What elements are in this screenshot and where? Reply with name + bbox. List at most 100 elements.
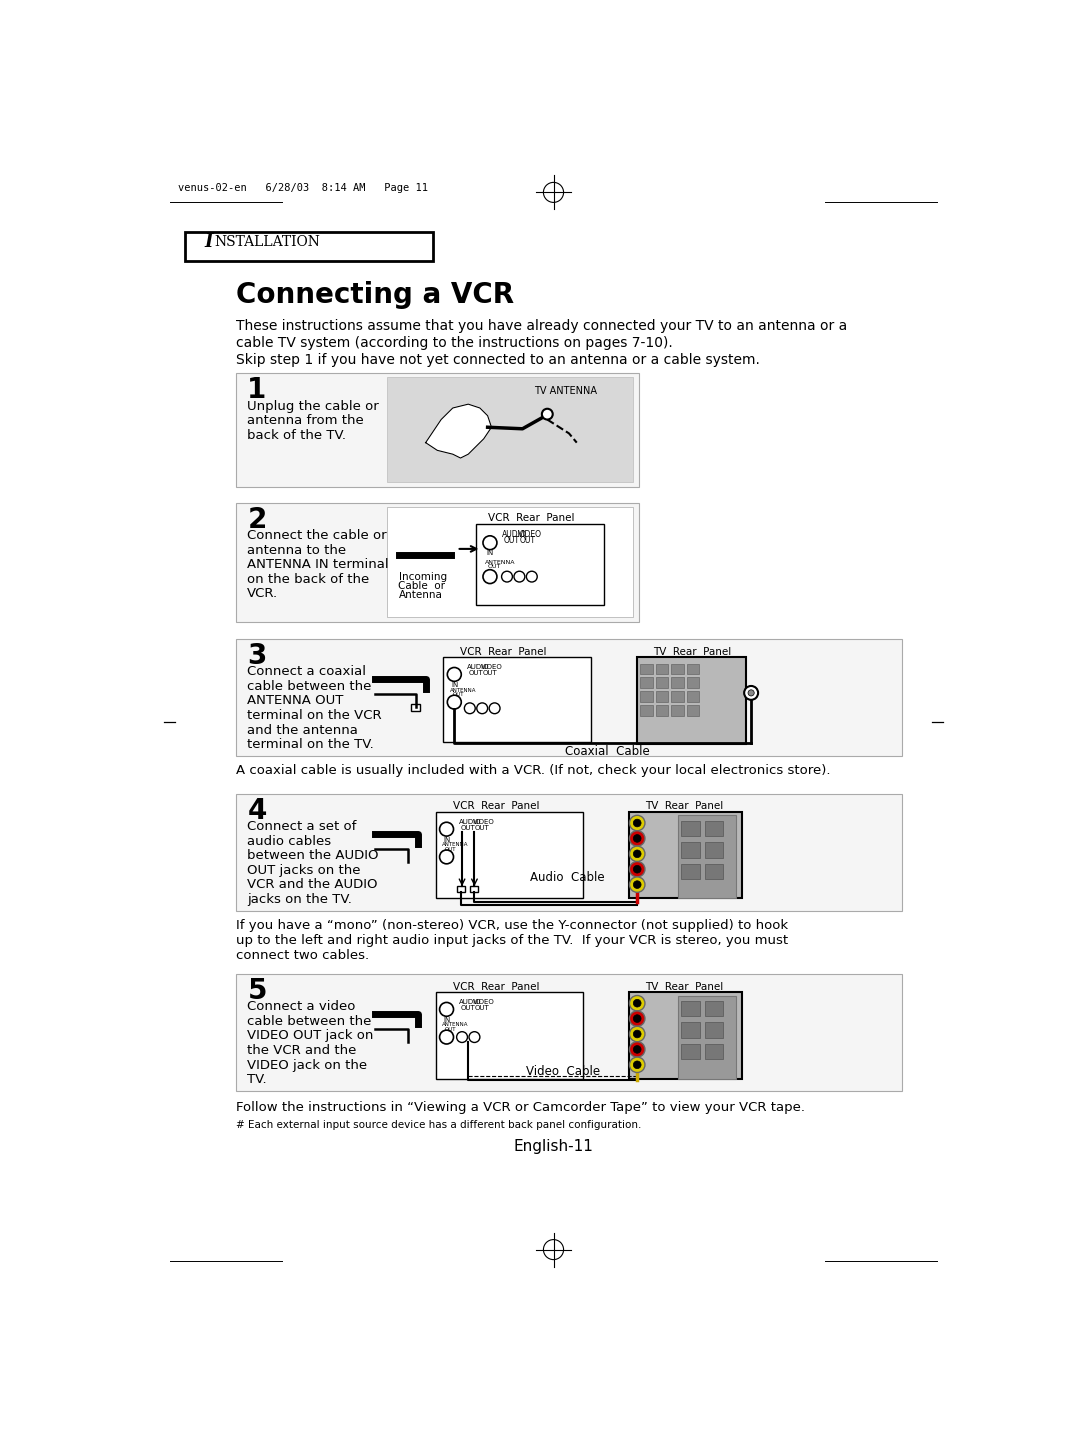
Text: between the AUDIO: between the AUDIO xyxy=(247,849,379,862)
Text: 5: 5 xyxy=(247,977,267,1005)
Text: Coaxial  Cable: Coaxial Cable xyxy=(565,745,650,758)
Bar xyxy=(704,864,724,879)
Text: VCR  Rear  Panel: VCR Rear Panel xyxy=(488,513,575,523)
Circle shape xyxy=(748,689,754,696)
Text: IN: IN xyxy=(451,682,458,688)
Text: OUT: OUT xyxy=(504,536,519,545)
Text: audio cables: audio cables xyxy=(247,835,332,848)
Text: OUT: OUT xyxy=(460,1005,475,1011)
Text: Connecting a VCR: Connecting a VCR xyxy=(235,280,514,309)
Bar xyxy=(672,691,684,702)
Bar xyxy=(687,664,699,675)
Circle shape xyxy=(630,861,645,877)
Circle shape xyxy=(630,877,645,892)
Text: OUT: OUT xyxy=(453,692,464,696)
Text: jacks on the TV.: jacks on the TV. xyxy=(247,894,352,907)
Bar xyxy=(630,812,742,898)
Bar xyxy=(681,1044,700,1060)
Bar xyxy=(444,658,591,742)
Bar xyxy=(235,373,638,488)
Text: TV ANTENNA: TV ANTENNA xyxy=(535,386,597,396)
Circle shape xyxy=(542,409,553,419)
Circle shape xyxy=(440,849,454,864)
Text: AUDIO: AUDIO xyxy=(459,1000,482,1005)
Text: VCR  Rear  Panel: VCR Rear Panel xyxy=(453,801,539,811)
Circle shape xyxy=(440,822,454,837)
Text: ANTENNA OUT: ANTENNA OUT xyxy=(247,695,343,708)
Circle shape xyxy=(440,1002,454,1017)
Circle shape xyxy=(501,571,512,582)
Circle shape xyxy=(630,1057,645,1072)
Text: VCR  Rear  Panel: VCR Rear Panel xyxy=(453,981,539,991)
Text: ANTENNA: ANTENNA xyxy=(449,688,476,692)
Bar xyxy=(681,842,700,858)
Circle shape xyxy=(633,819,642,827)
Text: cable between the: cable between the xyxy=(247,679,372,692)
Text: ANTENNA: ANTENNA xyxy=(442,842,469,847)
Text: antenna to the: antenna to the xyxy=(247,543,347,556)
Text: VIDEO: VIDEO xyxy=(473,819,495,825)
Text: OUT: OUT xyxy=(474,825,489,831)
Text: OUT: OUT xyxy=(519,536,536,545)
Text: I: I xyxy=(205,233,213,252)
Bar xyxy=(435,992,583,1078)
Bar xyxy=(704,1022,724,1038)
Text: OUT: OUT xyxy=(482,669,497,676)
Bar xyxy=(704,1044,724,1060)
Circle shape xyxy=(476,704,488,714)
Text: AUDIO: AUDIO xyxy=(502,531,527,539)
Text: OUT: OUT xyxy=(474,1005,489,1011)
Bar xyxy=(235,974,902,1091)
Text: venus-02-en   6/28/03  8:14 AM   Page 11: venus-02-en 6/28/03 8:14 AM Page 11 xyxy=(177,183,428,193)
Text: AUDIO: AUDIO xyxy=(467,665,489,671)
Text: OUT: OUT xyxy=(445,1027,457,1032)
Circle shape xyxy=(633,835,642,842)
Text: Cable  or: Cable or xyxy=(399,581,446,591)
Circle shape xyxy=(744,686,758,699)
Text: VIDEO jack on the: VIDEO jack on the xyxy=(247,1058,367,1071)
Bar xyxy=(186,232,433,260)
Bar xyxy=(681,821,700,837)
Text: terminal on the VCR: terminal on the VCR xyxy=(247,709,382,722)
Text: on the back of the: on the back of the xyxy=(247,573,369,586)
Text: VCR  Rear  Panel: VCR Rear Panel xyxy=(460,646,546,656)
Text: TV  Rear  Panel: TV Rear Panel xyxy=(652,646,731,656)
Bar xyxy=(387,378,633,482)
Circle shape xyxy=(633,1030,642,1038)
Text: English-11: English-11 xyxy=(514,1140,593,1154)
Text: AUDIO: AUDIO xyxy=(459,819,482,825)
Text: terminal on the TV.: terminal on the TV. xyxy=(247,738,374,751)
Text: connect two cables.: connect two cables. xyxy=(235,950,369,962)
Bar xyxy=(640,705,652,716)
Circle shape xyxy=(514,571,525,582)
Bar xyxy=(640,664,652,675)
Bar xyxy=(687,678,699,688)
Bar xyxy=(672,705,684,716)
Bar xyxy=(704,842,724,858)
Bar xyxy=(681,1022,700,1038)
Bar xyxy=(687,691,699,702)
Text: IN: IN xyxy=(487,551,495,556)
Polygon shape xyxy=(426,405,491,458)
Bar xyxy=(470,887,477,892)
Text: Audio  Cable: Audio Cable xyxy=(530,871,605,884)
Circle shape xyxy=(483,536,497,549)
Bar xyxy=(637,658,745,744)
Text: Skip step 1 if you have not yet connected to an antenna or a cable system.: Skip step 1 if you have not yet connecte… xyxy=(235,353,759,368)
Bar xyxy=(656,691,669,702)
Text: Video  Cable: Video Cable xyxy=(526,1065,600,1078)
Text: # Each external input source device has a different back panel configuration.: # Each external input source device has … xyxy=(235,1120,642,1130)
Text: OUT: OUT xyxy=(445,847,457,852)
Bar xyxy=(687,705,699,716)
Text: Incoming: Incoming xyxy=(399,572,447,582)
Bar xyxy=(387,506,633,616)
Bar xyxy=(656,678,669,688)
Bar xyxy=(677,815,735,898)
Bar xyxy=(656,705,669,716)
Bar xyxy=(476,525,604,605)
Text: VIDEO: VIDEO xyxy=(473,1000,495,1005)
Text: TV  Rear  Panel: TV Rear Panel xyxy=(645,801,724,811)
Text: ANTENNA: ANTENNA xyxy=(442,1022,469,1027)
Text: Connect a set of: Connect a set of xyxy=(247,819,356,832)
Text: Connect the cable or: Connect the cable or xyxy=(247,529,387,542)
